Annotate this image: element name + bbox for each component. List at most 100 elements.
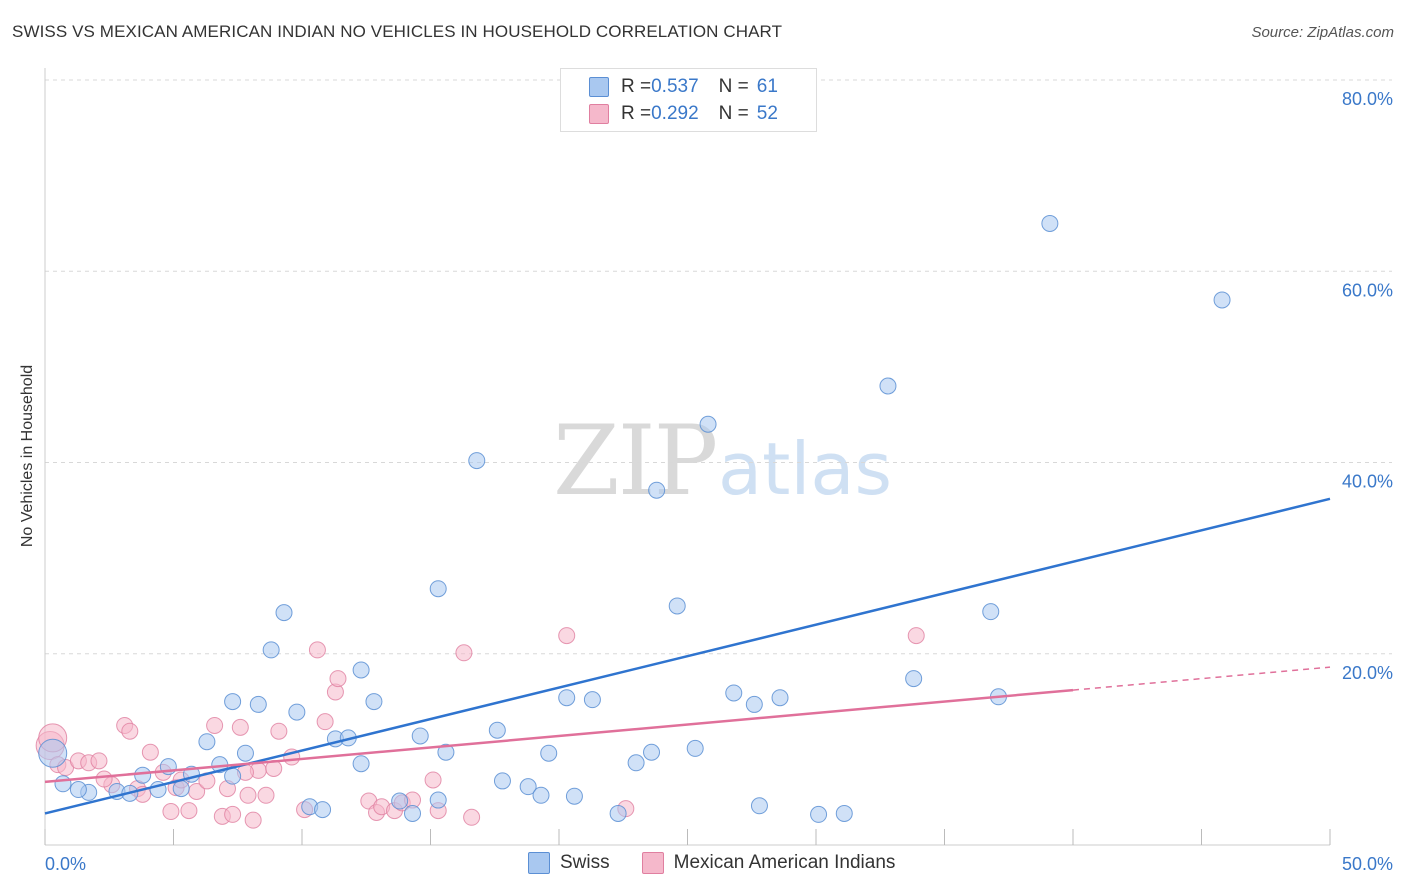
watermark-zip: ZIP bbox=[553, 405, 718, 517]
mexican-r-value: 0.292 bbox=[651, 103, 699, 124]
swiss-point bbox=[905, 670, 923, 688]
swiss-point bbox=[404, 804, 422, 822]
series-legend: Swiss Mexican American Indians bbox=[528, 852, 895, 874]
swiss-point bbox=[352, 661, 370, 679]
swiss-point bbox=[54, 775, 72, 793]
swiss-r-value: 0.537 bbox=[651, 76, 699, 97]
mexican-point bbox=[244, 811, 262, 829]
swiss-point bbox=[224, 767, 242, 785]
mexican-series-label: Mexican American Indians bbox=[673, 852, 896, 873]
swiss-point bbox=[627, 754, 645, 772]
swiss-n-value: 61 bbox=[756, 76, 778, 97]
swiss-point bbox=[224, 693, 242, 711]
mexican-point bbox=[206, 716, 224, 734]
mexican-n-label: N = bbox=[718, 103, 749, 124]
swiss-point bbox=[468, 452, 486, 470]
swiss-point bbox=[429, 791, 447, 809]
swiss-point bbox=[249, 695, 267, 713]
mexican-legend-swatch bbox=[589, 104, 609, 124]
swiss-point bbox=[236, 744, 254, 762]
mexican-point bbox=[329, 670, 347, 688]
mexican-series-swatch bbox=[641, 852, 664, 874]
swiss-point bbox=[745, 695, 763, 713]
swiss-point bbox=[648, 481, 666, 499]
swiss-point bbox=[38, 738, 68, 768]
swiss-point bbox=[198, 733, 216, 751]
swiss-point bbox=[725, 684, 743, 702]
mexican-point bbox=[180, 802, 198, 820]
swiss-point bbox=[411, 727, 429, 745]
swiss-point bbox=[699, 415, 717, 433]
chart-title: SWISS VS MEXICAN AMERICAN INDIAN NO VEHI… bbox=[12, 22, 783, 41]
swiss-point bbox=[493, 772, 511, 790]
swiss-point bbox=[558, 689, 576, 707]
swiss-point bbox=[532, 786, 550, 804]
swiss-point bbox=[565, 787, 583, 805]
y-tick-label: 40.0% bbox=[1342, 472, 1393, 492]
mexican-point bbox=[907, 627, 925, 645]
swiss-point bbox=[262, 641, 280, 659]
swiss-point bbox=[668, 597, 686, 615]
swiss-point bbox=[352, 755, 370, 773]
swiss-point bbox=[540, 744, 558, 762]
swiss-point bbox=[314, 801, 332, 819]
mexican-point bbox=[270, 722, 288, 740]
swiss-point bbox=[879, 377, 897, 395]
mexican-trend-line bbox=[44, 688, 1074, 784]
swiss-point bbox=[437, 743, 455, 761]
mexican-point bbox=[162, 803, 180, 821]
swiss-point bbox=[982, 603, 1000, 621]
swiss-point bbox=[835, 804, 853, 822]
mexican-point bbox=[239, 786, 257, 804]
y-tick-label: 80.0% bbox=[1342, 89, 1393, 109]
swiss-point bbox=[365, 693, 383, 711]
mexican-n-value: 52 bbox=[756, 103, 778, 124]
swiss-point bbox=[275, 604, 293, 622]
swiss-legend-row: R = 0.537 N = 61 bbox=[621, 76, 778, 98]
swiss-point bbox=[771, 689, 789, 707]
x-tick-label: 0.0% bbox=[45, 854, 86, 874]
swiss-point bbox=[643, 743, 661, 761]
chart-source: Source: ZipAtlas.com bbox=[1251, 24, 1394, 41]
watermark-atlas: atlas bbox=[718, 427, 892, 511]
swiss-point bbox=[750, 797, 768, 815]
swiss-point bbox=[172, 780, 190, 798]
swiss-legend-swatch bbox=[589, 77, 609, 97]
mexican-r-label: R = bbox=[621, 103, 652, 124]
swiss-point bbox=[609, 804, 627, 822]
swiss-n-label: N = bbox=[718, 76, 749, 97]
mexican-point bbox=[257, 786, 275, 804]
swiss-series-swatch bbox=[528, 852, 550, 874]
swiss-point bbox=[686, 739, 704, 757]
mexican-point bbox=[231, 718, 249, 736]
correlation-legend: R = 0.537 N = 61 R = 0.292 N = 52 bbox=[560, 68, 817, 132]
y-tick-label: 60.0% bbox=[1342, 280, 1393, 300]
mexican-point bbox=[424, 771, 442, 789]
swiss-point bbox=[1213, 291, 1231, 309]
mexican-point bbox=[224, 805, 242, 823]
mexican-point bbox=[455, 644, 473, 662]
swiss-point bbox=[1041, 214, 1059, 232]
mexican-point bbox=[463, 808, 481, 826]
swiss-r-label: R = bbox=[621, 76, 652, 97]
swiss-point bbox=[288, 703, 306, 721]
mexican-point bbox=[308, 641, 326, 659]
swiss-point bbox=[69, 781, 87, 799]
swiss-trend-line bbox=[44, 497, 1331, 815]
mexican-point bbox=[316, 713, 334, 731]
mexican-point bbox=[558, 627, 576, 645]
swiss-point bbox=[519, 778, 537, 796]
mexican-trend-extension bbox=[1072, 666, 1331, 691]
y-tick-label: 20.0% bbox=[1342, 663, 1393, 683]
x-tick-label: 50.0% bbox=[1342, 854, 1393, 874]
swiss-series-label: Swiss bbox=[560, 852, 610, 873]
swiss-point bbox=[391, 792, 409, 810]
swiss-point bbox=[134, 766, 152, 784]
mexican-point bbox=[121, 722, 139, 740]
swiss-point bbox=[488, 721, 506, 739]
mexican-point bbox=[141, 743, 159, 761]
swiss-point bbox=[810, 805, 828, 823]
mexican-point bbox=[95, 770, 113, 788]
swiss-point bbox=[429, 580, 447, 598]
